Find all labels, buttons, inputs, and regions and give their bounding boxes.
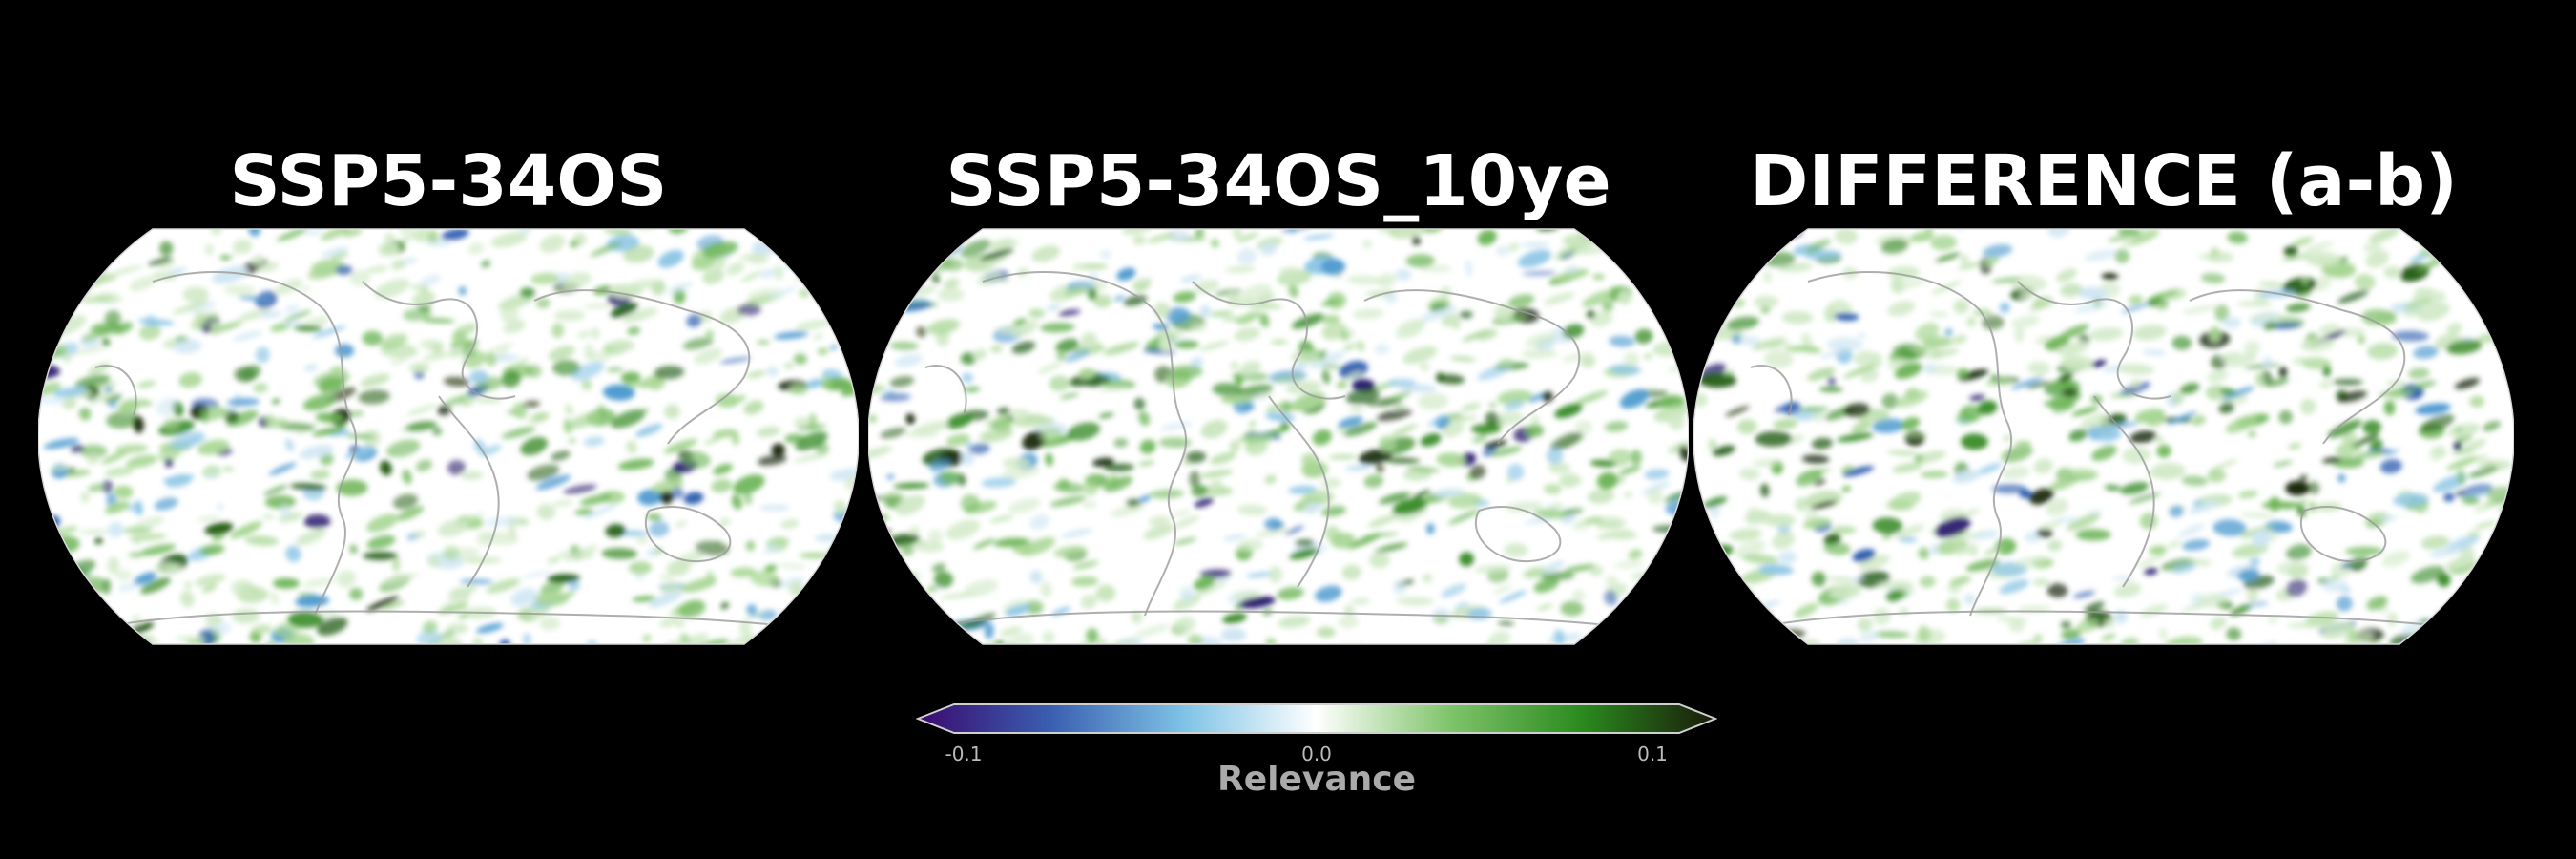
- coastline: [2189, 289, 2406, 445]
- map-canvas: [1693, 228, 2514, 645]
- coastline: [2017, 281, 2171, 400]
- panel-a-title: SSP5-34OS: [229, 140, 668, 222]
- map-border: [868, 228, 1689, 645]
- coastline: [94, 365, 137, 416]
- coastline: [944, 610, 1652, 631]
- coastline: [1750, 365, 1793, 416]
- colorbar-body: [916, 703, 1717, 734]
- panel-a-map: [38, 224, 859, 649]
- coastline: [644, 506, 732, 563]
- panel-b: SSP5-34OS_10ye: [868, 134, 1689, 649]
- panel-a: SSP5-34OS: [38, 134, 859, 649]
- panel-c-map: [1693, 224, 2514, 649]
- panel-b-map: [868, 224, 1689, 649]
- coastline: [1363, 289, 1581, 445]
- coastline: [924, 365, 967, 416]
- map-border: [1693, 228, 2514, 645]
- map-border: [38, 228, 859, 645]
- colorbar-label: Relevance: [1216, 760, 1417, 799]
- coastline: [1769, 610, 2477, 631]
- coastline: [1807, 271, 2013, 617]
- colorbar-gradient: [916, 703, 1717, 734]
- panel-b-title: SSP5-34OS_10ye: [945, 140, 1611, 222]
- coastline: [1474, 506, 1562, 563]
- map-canvas: [38, 228, 859, 645]
- coastline: [1192, 281, 1346, 400]
- panel-c-title: DIFFERENCE (a-b): [1750, 140, 2458, 222]
- colorbar-tick-min: -0.1: [945, 743, 983, 765]
- coastline: [2093, 395, 2155, 588]
- coastline: [362, 281, 516, 400]
- coastline: [1268, 395, 1330, 588]
- coastline: [982, 271, 1188, 617]
- coastline: [114, 610, 821, 631]
- map-canvas: [868, 228, 1689, 645]
- colorbar-tick-max: 0.1: [1637, 743, 1668, 765]
- coastline: [533, 289, 751, 445]
- colorbar-tick-mid: 0.0: [1301, 743, 1332, 765]
- coastline: [438, 395, 500, 588]
- coastline: [2299, 506, 2387, 563]
- coastline: [152, 271, 358, 617]
- panel-c: DIFFERENCE (a-b): [1693, 134, 2514, 649]
- colorbar: -0.1 0.0 0.1 Relevance: [916, 697, 1717, 840]
